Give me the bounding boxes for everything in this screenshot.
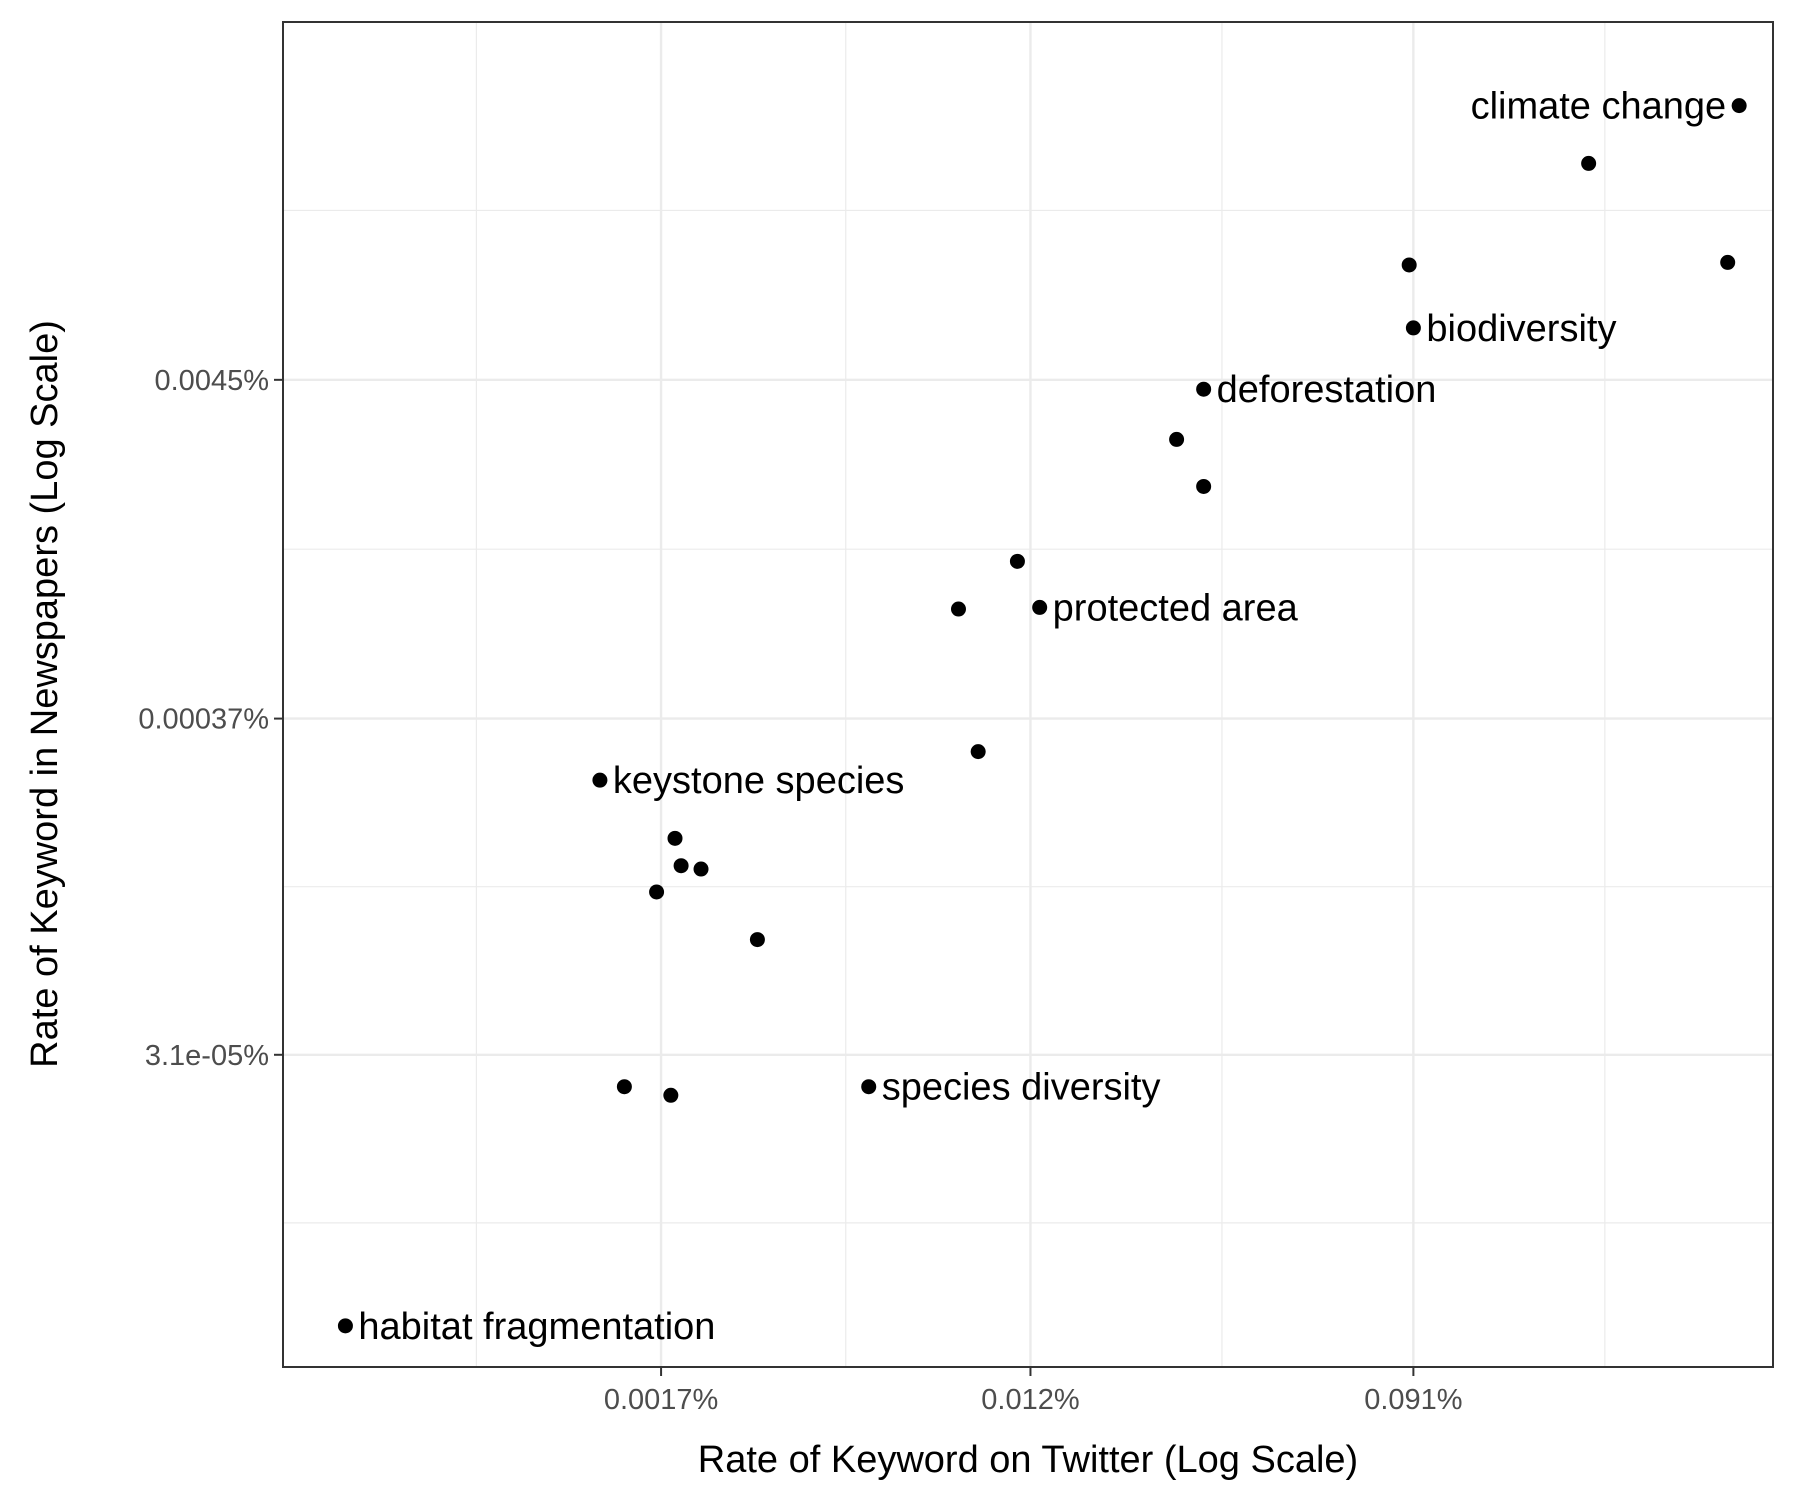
y-tick-labels: 0.0045% 0.00037% 3.1e-05% [138, 365, 269, 1072]
y-tick-label: 0.00037% [138, 704, 269, 736]
data-point [861, 1079, 877, 1095]
point-label: biodiversity [1426, 308, 1616, 350]
data-point [616, 1079, 632, 1095]
data-point [1720, 254, 1736, 270]
data-point [1196, 381, 1212, 397]
y-tick-label: 3.1e-05% [145, 1040, 269, 1072]
point-labels: climate change biodiversity deforestation p… [358, 86, 1726, 1348]
data-point [749, 932, 765, 948]
data-point [1169, 431, 1185, 447]
x-tick-label: 0.0017% [604, 1384, 719, 1416]
point-label: protected area [1053, 587, 1299, 629]
x-tick-label: 0.012% [981, 1384, 1079, 1416]
data-point [1009, 553, 1025, 569]
x-tick-labels: 0.0017% 0.012% 0.091% [604, 1384, 1463, 1416]
point-label: climate change [1471, 86, 1727, 128]
data-point [950, 601, 966, 617]
panel-background [283, 22, 1773, 1367]
data-point [1581, 155, 1597, 171]
data-point [1731, 98, 1747, 114]
data-point [673, 858, 689, 874]
point-label: species diversity [882, 1067, 1161, 1109]
data-point [592, 772, 608, 788]
point-label: keystone species [613, 760, 905, 802]
point-label: deforestation [1217, 369, 1437, 411]
data-points [337, 98, 1747, 1334]
data-point [1032, 599, 1048, 615]
data-point [663, 1087, 679, 1103]
major-gridlines [283, 22, 1773, 1367]
data-point [1405, 320, 1421, 336]
data-point [667, 830, 683, 846]
minor-gridlines [283, 22, 1773, 1367]
x-tick-label: 0.091% [1364, 1384, 1462, 1416]
data-point [649, 884, 665, 900]
x-axis-title: Rate of Keyword on Twitter (Log Scale) [698, 1439, 1358, 1481]
panel-border [282, 21, 1774, 1368]
axis-ticks [274, 378, 1415, 1376]
data-point [970, 744, 986, 760]
y-axis-title: Rate of Keyword in Newspapers (Log Scale… [24, 320, 66, 1068]
y-tick-label: 0.0045% [155, 365, 270, 397]
point-label: habitat fragmentation [358, 1306, 715, 1348]
data-point [337, 1318, 353, 1334]
data-point [1196, 478, 1212, 494]
data-point [1401, 257, 1417, 273]
data-point [693, 861, 709, 877]
